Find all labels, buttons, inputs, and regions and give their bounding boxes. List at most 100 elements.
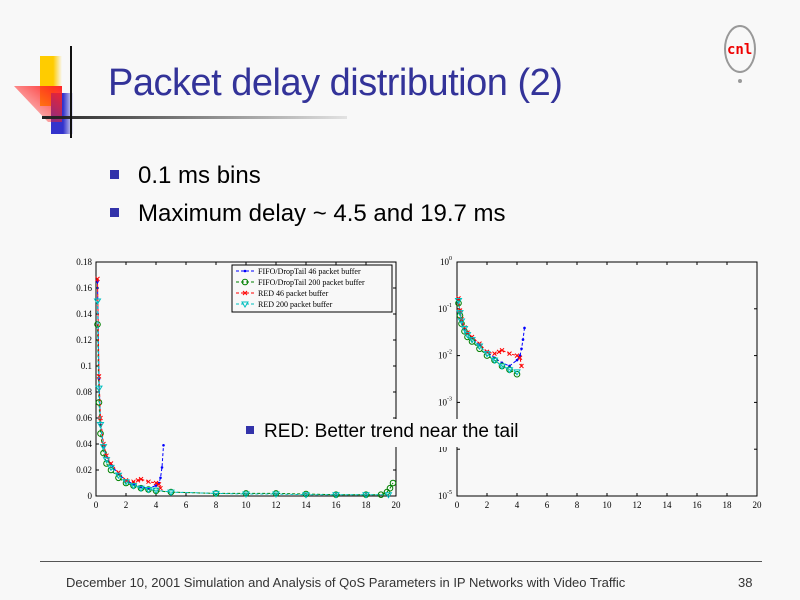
y-tick-label: 0.14 [76,309,92,319]
title-underline [42,116,347,119]
svg-text:cnl: cnl [727,42,752,58]
legend-item: RED 200 packet buffer [236,300,333,309]
x-tick-label: 6 [184,500,189,510]
y-tick-label: 10-3 [438,396,452,407]
x-tick-label: 10 [603,500,613,510]
legend-item: FIFO/DropTail 200 packet buffer [236,278,365,287]
y-tick-label: 0.02 [76,465,92,475]
series-red-200-packet-buffer [454,298,521,376]
plot-area [456,261,758,497]
data-point [114,472,123,480]
y-tick-label: 10-1 [438,303,452,314]
x-tick-label: 8 [214,500,219,510]
data-point [241,278,249,286]
data-point [156,481,162,487]
data-point [272,491,280,499]
x-tick-label: 4 [515,500,520,510]
data-point [513,369,521,376]
x-tick-label: 6 [545,500,550,510]
data-point [129,483,138,490]
x-tick-label: 20 [392,500,402,510]
data-point [457,318,466,325]
data-point [95,385,103,393]
data-point [101,441,106,447]
data-point [167,489,175,497]
data-point [517,355,523,361]
legend-label: FIFO/DropTail 46 packet buffer [258,267,361,276]
data-point [95,399,103,406]
data-point [212,490,220,498]
x-tick-label: 10 [242,500,252,510]
x-tick-label: 20 [753,500,763,510]
data-point [499,347,505,353]
linear-delay-chart: 0 2 4 6 8 10 12 14 16 18 2000.020.040.060.080.10.1… [76,256,763,510]
data-point [135,478,141,483]
data-point [122,479,130,486]
data-point [144,487,153,494]
overlay-bullet: RED: Better trend near the tail [240,419,525,447]
data-point [146,479,151,485]
x-tick-label: 16 [332,500,342,510]
slide-title: Packet delay distribution (2) [108,62,563,104]
data-point [138,476,144,482]
data-point [103,460,110,467]
y-tick-label: 0.06 [76,413,92,423]
x-tick-label: 4 [154,500,159,510]
bullet-item: Maximum delay ~ 4.5 and 19.7 ms [110,200,506,228]
data-point [362,492,370,499]
data-point [514,353,520,358]
x-tick-label: 8 [575,500,580,510]
data-point [107,464,115,472]
legend-item: FIFO/DropTail 46 packet buffer [236,267,361,276]
data-point [515,358,519,362]
data-point [241,301,249,308]
series-line [97,281,164,489]
data-point [456,310,464,317]
x-tick-label: 14 [663,500,673,510]
footer-text: December 10, 2001 Simulation and Analysi… [66,575,626,590]
data-point [95,276,100,282]
legend-label: RED 200 packet buffer [258,300,333,309]
data-point [520,347,523,351]
data-point [99,444,108,451]
x-tick-label: 18 [362,500,372,510]
series-line [458,300,518,373]
data-point [96,422,105,429]
x-tick-label: 14 [302,500,312,510]
x-tick-label: 0 [94,500,99,510]
bullet-text: 0.1 ms bins [138,162,261,189]
y-tick-label: 0.18 [76,257,92,267]
legend-box [231,264,393,313]
y-tick-label: 10-5 [438,490,452,501]
data-point [519,363,524,369]
data-point [521,338,525,341]
data-point [158,485,163,491]
footer-divider [40,561,762,562]
x-tick-label: 12 [633,500,642,510]
data-point [302,492,310,499]
x-tick-label: 18 [723,500,733,510]
data-point [93,298,102,305]
y-tick-label: 0.08 [76,387,92,397]
data-point [97,430,104,437]
data-point [153,480,159,486]
data-point [454,298,463,305]
y-tick-label: 0.04 [76,439,92,449]
x-tick-label: 16 [693,500,703,510]
data-point [389,479,397,487]
bullet-text: RED: Better trend near the tail [264,421,519,442]
x-tick-label: 12 [272,500,281,510]
y-tick-label: 10-2 [438,350,452,361]
data-point [468,337,476,344]
data-point [152,487,160,495]
data-point [518,354,522,357]
title-decoration [14,46,347,138]
data-point [513,370,521,378]
bullet-square-icon [246,425,254,434]
data-point [490,357,499,365]
y-tick-label: 0.12 [76,335,92,345]
legend-item: RED 46 packet buffer [236,289,329,298]
bullet-text: Maximum delay ~ 4.5 and 19.7 ms [138,200,506,227]
legend-label: RED 46 packet buffer [258,289,329,298]
data-point [496,349,502,355]
